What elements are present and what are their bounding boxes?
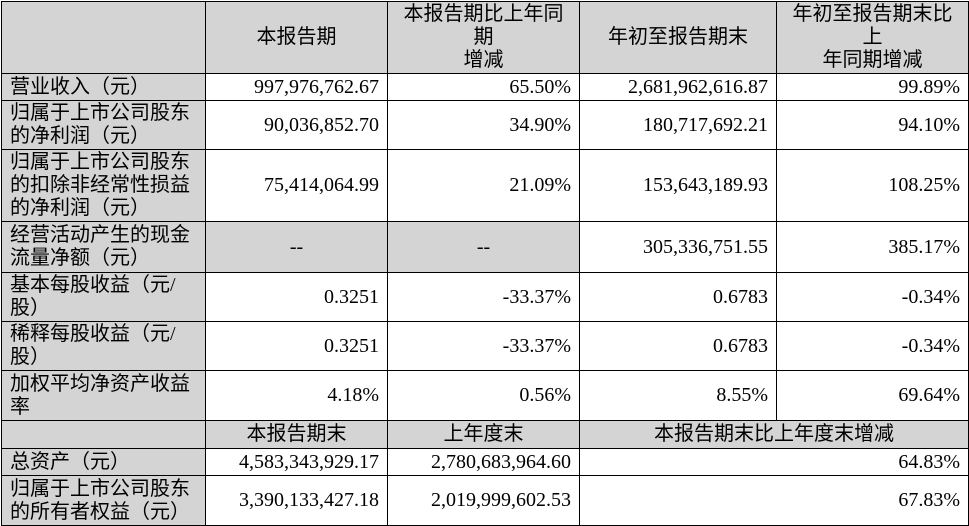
- value-cell: 3,390,133,427.18: [205, 475, 388, 526]
- value-cell: -0.34%: [776, 321, 969, 371]
- metric-label: 归属于上市公司股东 的扣除非经常性损益 的净利润（元）: [1, 149, 206, 222]
- metric-label: 归属于上市公司股东 的净利润（元）: [1, 100, 206, 150]
- value-cell: 2,019,999,602.53: [387, 475, 580, 526]
- value-cell: 2,681,962,616.87: [579, 73, 777, 101]
- value-cell: 65.50%: [387, 73, 580, 101]
- metric-label: 稀释每股收益（元/ 股）: [1, 321, 206, 371]
- value-cell: 0.56%: [387, 370, 580, 421]
- table-row-net-profit: 归属于上市公司股东 的净利润（元） 90,036,852.70 34.90% 1…: [1, 100, 969, 150]
- header-row: 本报告期 本报告期比上年同期 增减 年初至报告期末 年初至报告期末比上 年同期增…: [1, 1, 969, 74]
- value-cell: 34.90%: [387, 100, 580, 150]
- table-row-net-profit-excl-nonrecurring: 归属于上市公司股东 的扣除非经常性损益 的净利润（元） 75,414,064.9…: [1, 149, 969, 222]
- metric-label: 总资产（元）: [1, 448, 206, 476]
- table-row-basic-eps: 基本每股收益（元/ 股） 0.3251 -33.37% 0.6783 -0.34…: [1, 272, 969, 322]
- value-cell: 99.89%: [776, 73, 969, 101]
- value-cell: 0.6783: [579, 272, 777, 322]
- value-cell: -0.34%: [776, 272, 969, 322]
- value-cell: 153,643,189.93: [579, 149, 777, 222]
- value-cell-na: --: [205, 221, 388, 273]
- table-row-equity-attributable: 归属于上市公司股东 的所有者权益（元） 3,390,133,427.18 2,0…: [1, 475, 969, 526]
- metric-label: 基本每股收益（元/ 股）: [1, 272, 206, 322]
- header-ytd-change: 年初至报告期末比上 年同期增减: [776, 1, 969, 74]
- value-cell: -33.37%: [387, 321, 580, 371]
- table-row-diluted-eps: 稀释每股收益（元/ 股） 0.3251 -33.37% 0.6783 -0.34…: [1, 321, 969, 371]
- value-cell: 108.25%: [776, 149, 969, 222]
- table-row-weighted-avg-roe: 加权平均净资产收益 率 4.18% 0.56% 8.55% 69.64%: [1, 370, 969, 421]
- table-row-operating-cash-flow: 经营活动产生的现金 流量净额（元） -- -- 305,336,751.55 3…: [1, 221, 969, 273]
- header-current-period: 本报告期: [205, 1, 388, 74]
- metric-label: 营业收入（元）: [1, 73, 206, 101]
- value-cell: 2,780,683,964.60: [387, 448, 580, 476]
- value-cell: 4.18%: [205, 370, 388, 421]
- value-cell: 69.64%: [776, 370, 969, 421]
- subheader-period-end: 本报告期末: [205, 420, 388, 449]
- header-corner-cell: [1, 1, 206, 74]
- value-cell: 305,336,751.55: [579, 221, 777, 273]
- value-cell: 21.09%: [387, 149, 580, 222]
- value-cell: 75,414,064.99: [205, 149, 388, 222]
- value-cell: 64.83%: [579, 448, 969, 476]
- value-cell: -33.37%: [387, 272, 580, 322]
- table-row-total-assets: 总资产（元） 4,583,343,929.17 2,780,683,964.60…: [1, 448, 969, 476]
- subheader-row: 本报告期末 上年度末 本报告期末比上年度末增减: [1, 420, 969, 449]
- value-cell: 0.3251: [205, 272, 388, 322]
- metric-label: 归属于上市公司股东 的所有者权益（元）: [1, 475, 206, 526]
- value-cell: 8.55%: [579, 370, 777, 421]
- subheader-period-end-change: 本报告期末比上年度末增减: [579, 420, 969, 449]
- value-cell: 180,717,692.21: [579, 100, 777, 150]
- header-ytd: 年初至报告期末: [579, 1, 777, 74]
- table-row-revenue: 营业收入（元） 997,976,762.67 65.50% 2,681,962,…: [1, 73, 969, 101]
- value-cell: 385.17%: [776, 221, 969, 273]
- value-cell: 4,583,343,929.17: [205, 448, 388, 476]
- value-cell: 67.83%: [579, 475, 969, 526]
- subheader-prev-year-end: 上年度末: [387, 420, 580, 449]
- metric-label: 加权平均净资产收益 率: [1, 370, 206, 421]
- value-cell: 90,036,852.70: [205, 100, 388, 150]
- value-cell: 997,976,762.67: [205, 73, 388, 101]
- value-cell: 0.6783: [579, 321, 777, 371]
- value-cell-na: --: [387, 221, 580, 273]
- value-cell: 0.3251: [205, 321, 388, 371]
- value-cell: 94.10%: [776, 100, 969, 150]
- subheader-corner-cell: [1, 420, 206, 449]
- header-current-period-change: 本报告期比上年同期 增减: [387, 1, 580, 74]
- metric-label: 经营活动产生的现金 流量净额（元）: [1, 221, 206, 273]
